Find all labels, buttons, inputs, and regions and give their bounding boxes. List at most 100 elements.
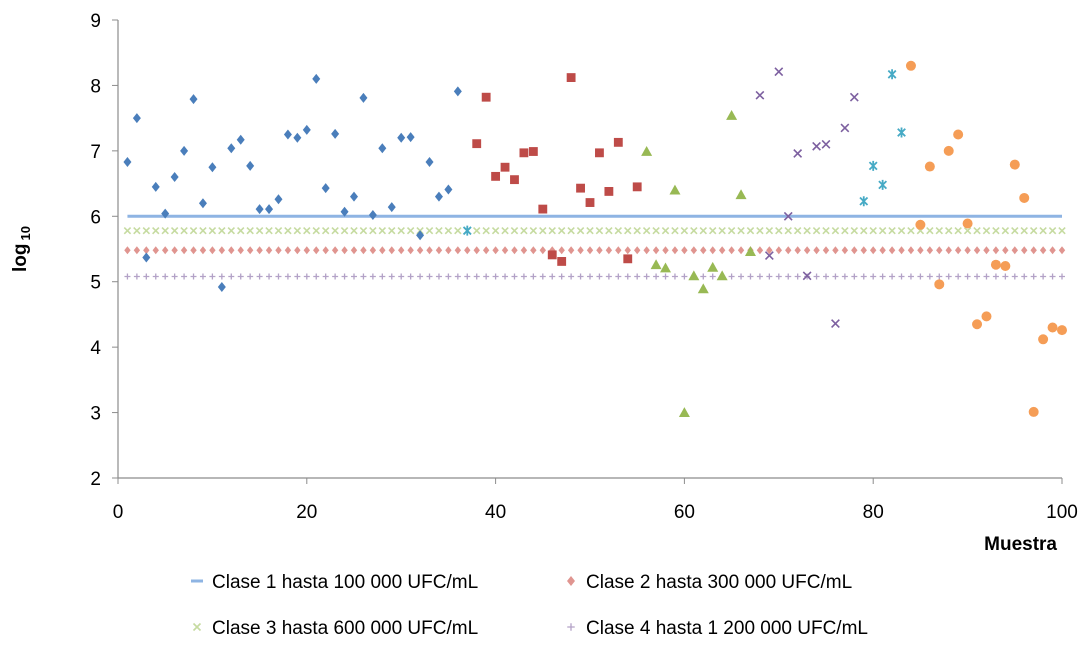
data-point <box>283 129 292 140</box>
reference-point <box>454 246 462 255</box>
reference-point <box>520 226 528 235</box>
reference-point <box>548 226 556 235</box>
reference-point <box>737 246 745 255</box>
reference-point <box>549 273 556 280</box>
reference-point <box>850 226 859 235</box>
reference-point <box>642 226 651 235</box>
data-point <box>981 311 992 322</box>
reference-point <box>558 246 565 255</box>
data-point <box>755 90 765 100</box>
reference-point <box>491 226 500 235</box>
reference-point <box>426 273 433 280</box>
data-point <box>566 73 576 82</box>
data-point <box>425 156 434 167</box>
reference-point <box>983 246 990 255</box>
reference-point <box>133 273 140 280</box>
reference-point <box>360 246 367 255</box>
reference-point <box>576 226 585 235</box>
data-point <box>716 270 728 281</box>
reference-point <box>445 273 452 280</box>
data-point <box>255 204 264 215</box>
reference-point <box>851 273 858 280</box>
data-point <box>547 250 557 260</box>
data-point <box>1000 261 1011 272</box>
reference-point <box>501 246 509 255</box>
reference-point <box>406 226 415 235</box>
y-tick-label: 4 <box>90 338 101 359</box>
reference-point <box>341 246 348 255</box>
reference-point <box>614 226 623 235</box>
reference-point <box>870 246 877 255</box>
y-axis-title-subscript: 10 <box>18 226 33 240</box>
reference-point <box>568 273 575 280</box>
data-point <box>359 92 368 103</box>
reference-point <box>227 226 235 235</box>
axes: 2 3 4 5 6 7 8 9 0 20 40 60 80 100 log 10 Muestra <box>10 11 1078 555</box>
reference-point <box>605 246 613 255</box>
reference-point <box>1059 273 1065 280</box>
data-point <box>331 128 340 139</box>
data-point <box>831 319 840 329</box>
reference-point <box>671 226 679 235</box>
reference-point <box>398 273 405 280</box>
reference-point <box>332 273 339 280</box>
reference-point <box>530 246 537 255</box>
reference-point <box>152 226 160 235</box>
data-point <box>821 139 831 149</box>
data-point <box>887 69 897 80</box>
reference-point <box>378 226 387 235</box>
reference-point <box>313 246 320 255</box>
data-point <box>915 219 926 230</box>
data-point <box>491 171 501 181</box>
reference-point <box>1001 226 1010 235</box>
reference-point <box>511 273 518 280</box>
legend-symbol <box>567 623 575 631</box>
reference-point <box>643 246 650 255</box>
reference-point <box>454 226 462 235</box>
reference-point <box>652 246 660 255</box>
data-point <box>1009 159 1020 170</box>
reference-point <box>379 273 386 280</box>
reference-point <box>907 226 915 235</box>
reference-point <box>1002 246 1009 255</box>
y-ticks: 2 3 4 5 6 7 8 9 <box>90 11 118 490</box>
data-point <box>481 92 491 102</box>
reference-point <box>803 226 811 235</box>
reference-point <box>265 246 273 255</box>
reference-point <box>246 226 254 235</box>
reference-point <box>746 226 755 235</box>
reference-point <box>473 226 481 235</box>
reference-point <box>954 226 962 235</box>
reference-point <box>775 226 783 235</box>
data-point <box>434 191 443 202</box>
data-point <box>208 162 217 173</box>
reference-point <box>539 226 547 235</box>
data-point <box>849 92 859 102</box>
reference-point <box>143 246 150 255</box>
reference-point <box>709 273 716 280</box>
reference-point <box>586 226 594 235</box>
reference-point <box>634 246 641 255</box>
data-point <box>151 181 160 192</box>
reference-point <box>982 226 991 235</box>
reference-point <box>255 226 264 235</box>
reference-point <box>529 226 538 235</box>
reference-point <box>709 226 717 235</box>
reference-point <box>784 226 792 235</box>
data-point <box>595 148 604 158</box>
y-tick-label: 9 <box>90 11 101 32</box>
reference-point <box>765 226 774 235</box>
reference-point <box>275 246 282 255</box>
reference-point <box>964 273 971 280</box>
series <box>472 73 642 266</box>
data-point <box>812 141 821 151</box>
data-point <box>697 283 709 294</box>
data-point <box>972 319 983 330</box>
legend-symbol <box>192 622 202 632</box>
reference-point <box>794 246 801 255</box>
reference-point <box>756 226 764 235</box>
reference-point <box>199 273 206 280</box>
reference-point <box>190 273 197 280</box>
reference-point <box>492 246 499 255</box>
